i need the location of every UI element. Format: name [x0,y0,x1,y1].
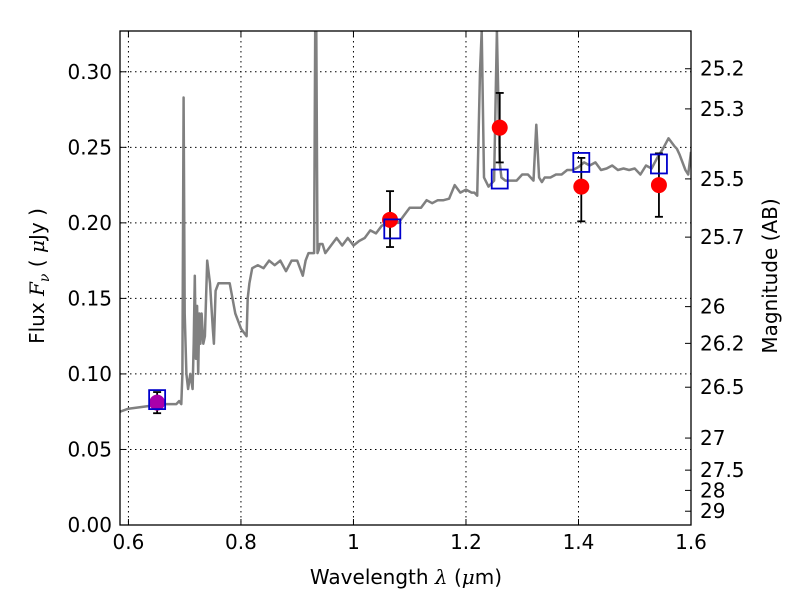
plot-area [120,31,691,415]
x-axis-ticks: 0.6 0.8 1 1.2 1.4 1.6 [113,31,707,554]
model-point [572,152,591,173]
y2-tick-label: 25.3 [700,97,745,121]
y-tick-label: 0.20 [67,211,112,235]
y-axis-title: Flux Fν ( μJy ) [25,208,53,344]
x-tick-label: 1.6 [675,530,707,554]
model-points [148,152,668,411]
observed-point [491,119,508,136]
y-axis-ticks: 0.00 0.05 0.10 0.15 0.20 0.25 0.30 [67,60,126,537]
y2-tick-label: 26 [700,295,725,319]
y-tick-label: 0.10 [67,362,112,386]
y2-tick-label: 28 [700,478,725,502]
y2-tick-label: 25.7 [700,225,745,249]
y2-tick-label: 27.5 [700,458,745,482]
y2-tick-label: 26.5 [700,375,745,399]
model-spectrum-line [120,31,691,413]
model-point [490,168,509,190]
x-tick-label: 1 [347,530,360,554]
y2-tick-label: 29 [700,499,725,523]
x-tick-label: 0.8 [225,530,257,554]
y-tick-label: 0.25 [67,135,112,159]
plot-frame [119,30,692,526]
observed-point [149,394,166,411]
y2-tick-label: 26.2 [700,331,745,355]
y-tick-label: 0.05 [67,437,112,461]
model-point [383,218,402,240]
x-tick-label: 1.2 [450,530,482,554]
y2-tick-label: 25.2 [700,57,745,81]
x-tick-label: 0.6 [113,530,145,554]
y2-tick-label: 27 [700,426,725,450]
error-bars [153,92,663,415]
observed-points [149,119,667,411]
model-point [650,153,668,175]
y-tick-label: 0.15 [67,286,112,310]
model-point [148,389,167,411]
y2-axis-title: Magnitude (AB) [758,198,782,353]
x-axis-title: Wavelength λ (μm) [310,565,502,589]
y2-tick-label: 25.5 [700,167,745,191]
y-tick-label: 0.00 [67,513,112,537]
observed-point [573,178,590,195]
x-tick-label: 1.4 [563,530,595,554]
observed-point [650,177,667,194]
y-tick-label: 0.30 [67,60,112,84]
